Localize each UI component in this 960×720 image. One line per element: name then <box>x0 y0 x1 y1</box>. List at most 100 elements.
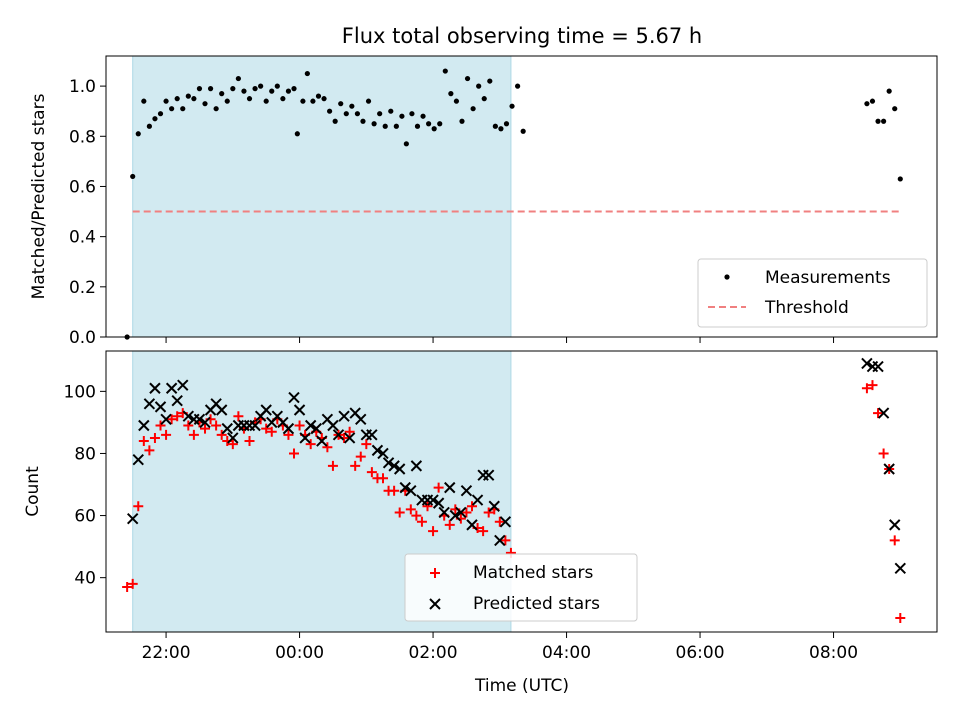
predicted-star-point <box>872 360 884 373</box>
matched-star-point <box>878 448 889 459</box>
measurement-point <box>498 126 504 132</box>
x-axis-label: Time (UTC) <box>474 676 569 696</box>
predicted-star-point <box>889 519 901 531</box>
measurement-point <box>448 91 454 97</box>
matched-star-point <box>422 501 433 512</box>
predicted-star-point <box>427 494 439 506</box>
measurement-point <box>869 98 876 104</box>
measurement-point <box>365 98 372 104</box>
matched-star-point <box>416 516 427 527</box>
predicted-star-point <box>171 394 183 407</box>
matched-star-point <box>873 408 884 419</box>
bottom-plot-frame <box>105 350 938 633</box>
bottom-legend-box <box>404 553 638 622</box>
matched-star-point <box>161 429 172 440</box>
predicted-star-point <box>126 512 139 525</box>
matched-star-point <box>216 429 227 440</box>
top-y-axis-label: Matched/Predicted stars <box>29 93 49 299</box>
measurement-point <box>315 93 322 99</box>
top-y-axis-ticks: 0.0 0.2 0.4 0.6 0.8 1.0 <box>69 77 106 348</box>
measurement-point <box>864 101 870 107</box>
matched-star-point <box>378 473 388 484</box>
measurement-point <box>258 83 264 89</box>
predicted-star-point <box>143 398 156 410</box>
predicted-star-point <box>377 447 389 460</box>
predicted-star-point <box>861 357 873 370</box>
matched-star-point <box>350 460 361 471</box>
measurement-point <box>881 118 887 124</box>
measurement-point <box>291 86 297 92</box>
matched-star-point <box>138 436 149 447</box>
measurement-point <box>403 141 409 147</box>
bottom-y-tick-label: 80 <box>74 444 96 464</box>
measurement-point <box>321 96 327 102</box>
measurement-point <box>382 123 388 129</box>
measurement-point <box>481 96 487 102</box>
top-y-tick-label: 0.8 <box>69 127 96 147</box>
predicted-star-point <box>466 519 478 531</box>
predicted-star-point <box>132 453 144 466</box>
measurement-point <box>492 123 498 129</box>
predicted-star-point <box>410 460 423 472</box>
legend-predicted-marker <box>429 598 441 610</box>
measurement-point <box>196 86 203 92</box>
predicted-star-point <box>877 407 890 419</box>
x-tick-label: 04:00 <box>542 643 591 663</box>
top-legend-box <box>697 258 928 328</box>
predicted-star-point <box>160 413 172 426</box>
top-x-axis-ticks <box>165 337 835 343</box>
top-observing-interval-shade <box>132 55 512 338</box>
top-plot-frame <box>105 55 938 338</box>
matched-star-point <box>244 436 255 447</box>
measurement-point <box>509 103 515 109</box>
measurement-point <box>420 113 426 119</box>
predicted-star-point <box>310 422 322 435</box>
matched-star-point <box>461 507 472 518</box>
matched-star-point <box>327 460 338 471</box>
matched-star-point <box>149 432 160 443</box>
measurement-point <box>157 111 164 117</box>
matched-star-point <box>389 485 400 496</box>
measurement-point <box>360 118 366 124</box>
bottom-y-tick-label: 100 <box>64 382 96 402</box>
predicted-star-point <box>455 506 467 519</box>
top-panel: 0.0 0.2 0.4 0.6 0.8 1.0 Matched/Predicted sta… <box>29 55 938 348</box>
measurement-point <box>274 83 280 89</box>
measurement-point <box>135 131 141 137</box>
measurement-point <box>263 98 269 104</box>
measurement-point <box>332 118 338 124</box>
bottom-panel: 40 60 80 100 22:00 00:00 02:00 04:00 06:00 08:00… <box>23 350 938 696</box>
measurement-point <box>470 106 476 112</box>
measurement-point <box>310 98 316 104</box>
measurement-point <box>875 118 881 124</box>
matched-star-point <box>322 442 333 453</box>
measurement-point <box>146 123 152 129</box>
measurement-point <box>464 75 471 82</box>
predicted-star-point <box>471 494 484 506</box>
predicted-star-point <box>438 506 450 519</box>
matched-star-point <box>344 426 355 437</box>
predicted-star-point <box>165 382 178 394</box>
top-y-tick-label: 0.2 <box>69 278 96 298</box>
measurement-point <box>269 88 275 94</box>
bottom-y-axis-label: Count <box>23 466 43 517</box>
matched-star-point <box>233 411 244 422</box>
matched-star-point <box>127 578 138 589</box>
matched-star-point <box>405 504 416 515</box>
top-y-tick-label: 0.4 <box>69 228 96 248</box>
measurement-point <box>235 75 241 82</box>
measurement-point <box>174 96 180 102</box>
measurement-point <box>294 131 300 137</box>
x-tick-label: 02:00 <box>409 643 458 663</box>
matched-star-point <box>155 420 166 431</box>
measurement-point <box>246 96 253 102</box>
measurement-point <box>515 83 521 89</box>
matched-star-point <box>144 445 155 456</box>
measurement-point <box>520 128 526 134</box>
predicted-star-point <box>327 419 339 432</box>
measurement-point <box>393 123 399 129</box>
bottom-legend: Matched stars Predicted stars <box>404 553 638 622</box>
measurement-point <box>442 68 448 74</box>
x-tick-label: 06:00 <box>676 643 725 663</box>
predicted-stars-points <box>126 357 906 575</box>
